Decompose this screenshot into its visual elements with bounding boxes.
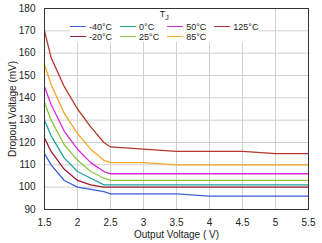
svg-text:1.5: 1.5 [38, 217, 52, 228]
svg-text:4: 4 [207, 217, 213, 228]
html-text:-20°C: -20°C [89, 31, 113, 42]
svg-text:160: 160 [19, 47, 36, 58]
svg-text:3.5: 3.5 [170, 217, 184, 228]
html-text:85°C: 85°C [186, 31, 207, 42]
svg-text:110: 110 [20, 159, 36, 170]
svg-text:130: 130 [19, 114, 36, 125]
svg-text:100: 100 [19, 181, 36, 192]
svg-text:180: 180 [19, 3, 36, 14]
html-text:-40°C: -40°C [89, 21, 113, 32]
html-text:0°C: 0°C [139, 21, 155, 32]
html-text:125°C: 125°C [233, 21, 259, 32]
svg-text:5: 5 [273, 217, 279, 228]
html-text:50°C: 50°C [186, 21, 207, 32]
svg-text:170: 170 [19, 25, 36, 36]
svg-text:90: 90 [24, 204, 36, 215]
svg-text:Dropout Voltage (mV): Dropout Voltage (mV) [7, 61, 18, 157]
svg-text:5.5: 5.5 [302, 217, 316, 228]
svg-text:4.5: 4.5 [236, 217, 250, 228]
html-text:25°C: 25°C [139, 31, 160, 42]
svg-text:140: 140 [19, 92, 36, 103]
svg-text:2.5: 2.5 [104, 217, 118, 228]
svg-text:3: 3 [141, 217, 147, 228]
svg-text:120: 120 [19, 137, 36, 148]
svg-text:2: 2 [75, 217, 81, 228]
svg-text:150: 150 [19, 70, 36, 81]
html-text:TJ: TJ [159, 9, 169, 21]
svg-text:Output Voltage ( V): Output Voltage ( V) [134, 229, 219, 240]
